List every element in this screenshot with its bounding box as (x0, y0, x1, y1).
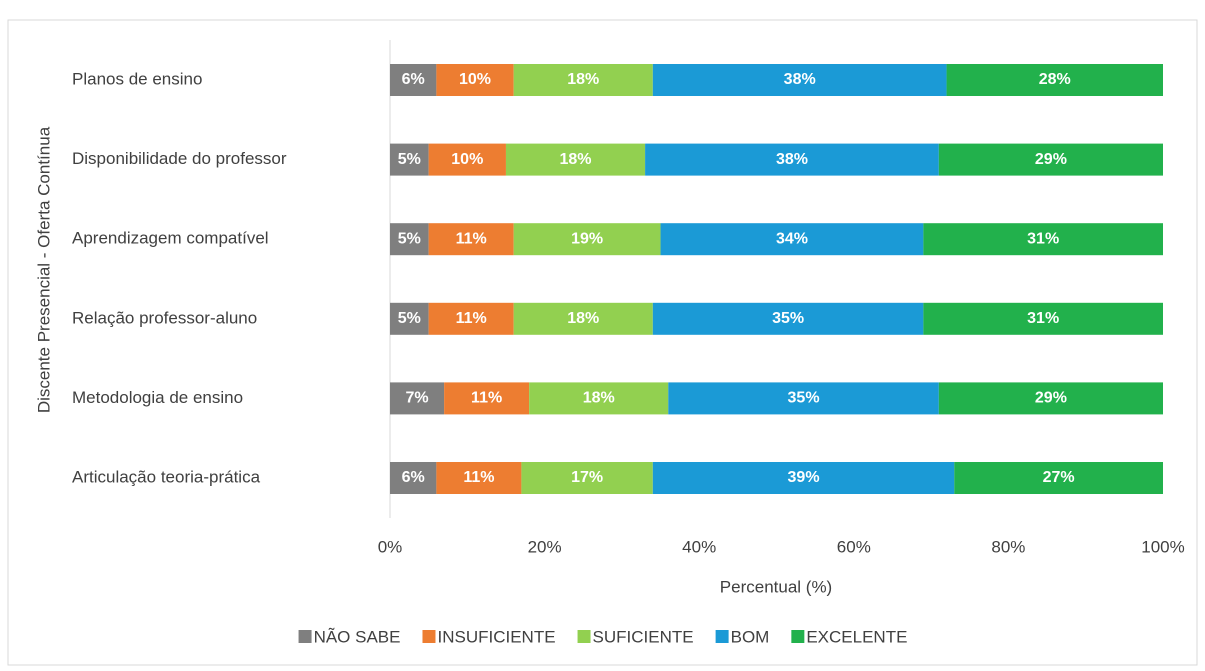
value-label: 18% (560, 151, 592, 168)
legend-swatch (715, 630, 729, 643)
bar-segment (652, 302, 924, 335)
bar-segment (938, 143, 1163, 176)
bar-segment (390, 143, 429, 176)
legend-swatch (422, 630, 436, 643)
value-label: 11% (471, 390, 502, 407)
bar-segment (652, 64, 947, 96)
value-label: 11% (463, 469, 494, 486)
value-label: 5% (398, 151, 421, 168)
value-label: 39% (788, 469, 820, 486)
bar-segment (946, 64, 1163, 96)
legend-label: BOM (731, 627, 770, 646)
value-label: 27% (1043, 469, 1075, 486)
value-label: 6% (402, 469, 425, 486)
value-label: 5% (398, 230, 421, 247)
value-label: 38% (784, 71, 816, 88)
value-label: 34% (776, 230, 808, 247)
value-label: 19% (571, 230, 603, 247)
category-label: Planos de ensino (72, 69, 202, 88)
bar-segment (923, 223, 1163, 256)
bar-segment (436, 64, 514, 96)
x-tick-label: 60% (837, 537, 871, 556)
x-axis-label: Percentual (%) (720, 577, 832, 596)
category-label: Aprendizagem compatível (72, 229, 269, 248)
bar-segment (652, 462, 955, 494)
legend-label: INSUFICIENTE (437, 627, 555, 646)
x-tick-label: 0% (378, 537, 403, 556)
bar-segment (529, 382, 669, 415)
value-label: 7% (405, 390, 428, 407)
bar-segment (390, 462, 437, 494)
legend-label: EXCELENTE (806, 627, 907, 646)
x-tick-label: 40% (682, 537, 716, 556)
legend-label: SUFICIENTE (593, 627, 694, 646)
value-label: 35% (788, 390, 820, 407)
value-label: 28% (1039, 71, 1071, 88)
category-label: Articulação teoria-prática (72, 467, 261, 486)
value-label: 31% (1027, 310, 1059, 327)
value-label: 11% (456, 310, 487, 327)
legend-label: NÃO SABE (314, 627, 401, 646)
category-label: Metodologia de ensino (72, 388, 243, 407)
value-label: 18% (567, 310, 599, 327)
bar-segment (513, 223, 661, 256)
bar-segment (390, 382, 445, 415)
x-tick-label: 80% (991, 537, 1025, 556)
value-label: 35% (772, 310, 804, 327)
value-label: 18% (567, 71, 599, 88)
value-label: 5% (398, 310, 421, 327)
legend-swatch (791, 630, 805, 643)
x-tick-label: 20% (528, 537, 562, 556)
legend-swatch (577, 630, 591, 643)
bar-segment (390, 223, 429, 256)
bar-segment (436, 462, 522, 494)
bar-segment (390, 302, 429, 335)
bar-segment (923, 302, 1163, 335)
bar-segment (428, 223, 514, 256)
value-label: 10% (459, 71, 491, 88)
value-label: 6% (402, 71, 425, 88)
value-label: 29% (1035, 390, 1067, 407)
bar-segment (954, 462, 1163, 494)
bar-segment (513, 302, 653, 335)
chart-border (7, 19, 1198, 666)
value-label: 10% (451, 151, 483, 168)
legend-swatch (298, 630, 312, 643)
bar-segment (444, 382, 530, 415)
bar-segment (521, 462, 653, 494)
x-tick-label: 100% (1141, 537, 1184, 556)
value-label: 18% (583, 390, 615, 407)
value-label: 38% (776, 151, 808, 168)
value-label: 17% (571, 469, 603, 486)
value-label: 29% (1035, 151, 1067, 168)
bar-segment (428, 302, 514, 335)
value-label: 11% (456, 230, 487, 247)
bar-segment (513, 64, 653, 96)
bar-segment (390, 64, 437, 96)
bar-segment (645, 143, 939, 176)
category-label: Disponibilidade do professor (72, 149, 287, 168)
bar-segment (938, 382, 1163, 415)
bar-segment (660, 223, 924, 256)
category-label: Relação professor-aluno (72, 308, 257, 327)
bar-segment (505, 143, 646, 176)
bar-segment (428, 143, 506, 176)
bar-segment (668, 382, 939, 415)
y-axis-label: Discente Presencial - Oferta Contínua (34, 126, 53, 413)
value-label: 31% (1027, 230, 1059, 247)
